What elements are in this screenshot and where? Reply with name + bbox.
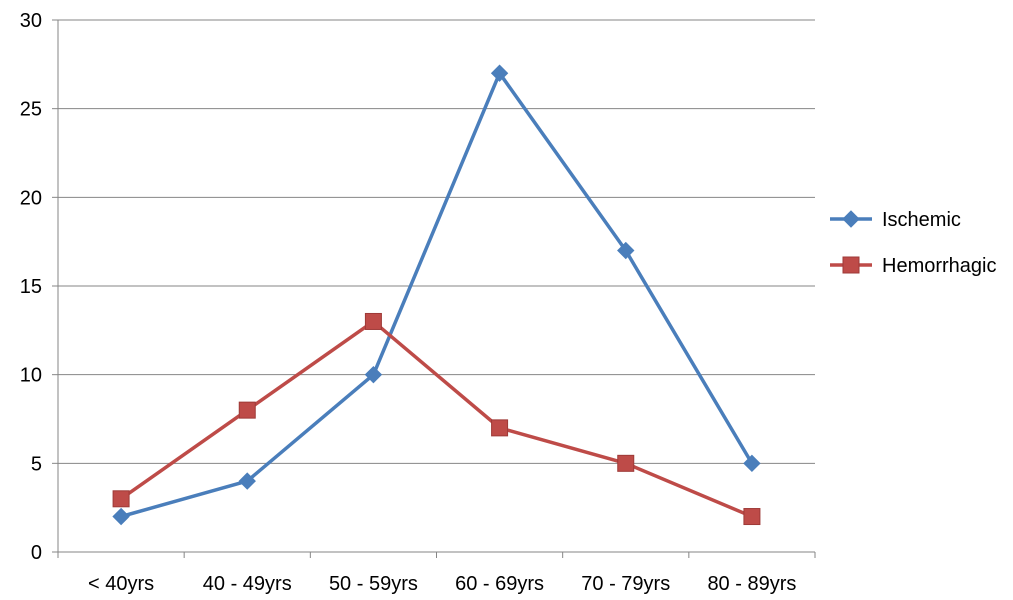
- x-tick-label: 40 - 49yrs: [203, 573, 292, 595]
- data-point: [238, 401, 256, 419]
- x-tick-label: 80 - 89yrs: [707, 573, 796, 595]
- data-point: [743, 508, 761, 526]
- y-axis-ticks: 0 5 10 15 20 25 30: [20, 10, 58, 564]
- y-tick-label: 0: [31, 542, 42, 564]
- data-point: [238, 472, 256, 490]
- legend: Ischemic Hemorrhagic: [830, 209, 996, 277]
- legend-marker: [842, 210, 860, 228]
- x-axis-ticks: < 40yrs 40 - 49yrs 50 - 59yrs 60 - 69yrs 70 …: [57, 552, 816, 595]
- legend-label: Hemorrhagic: [882, 255, 996, 277]
- data-point: [491, 419, 509, 437]
- legend-marker: [842, 256, 860, 274]
- series-hemorrhagic: [112, 312, 761, 526]
- data-point: [490, 64, 509, 82]
- gridlines: [58, 19, 815, 464]
- data-point: [364, 312, 382, 330]
- x-tick-label: 50 - 59yrs: [329, 573, 418, 595]
- series-layer: [112, 64, 761, 526]
- legend-label: Ischemic: [882, 209, 961, 231]
- series-ischemic: [112, 64, 761, 526]
- data-point: [617, 241, 635, 260]
- y-tick-label: 10: [20, 365, 42, 387]
- x-tick-label: 60 - 69yrs: [455, 573, 544, 595]
- y-tick-label: 30: [20, 10, 42, 32]
- series-line: [120, 71, 754, 519]
- legend-item-hemorrhagic: Hemorrhagic: [830, 255, 996, 277]
- data-point: [364, 365, 383, 384]
- x-tick-label: < 40yrs: [88, 573, 154, 595]
- y-tick-label: 15: [20, 276, 42, 298]
- series-line: [120, 319, 753, 519]
- data-point: [743, 454, 761, 473]
- x-tick-label: 70 - 79yrs: [581, 573, 670, 595]
- y-tick-label: 20: [20, 187, 42, 209]
- data-point: [112, 490, 130, 508]
- y-tick-label: 5: [31, 453, 42, 475]
- legend-item-ischemic: Ischemic: [830, 209, 961, 231]
- data-point: [112, 507, 130, 526]
- y-tick-label: 25: [20, 99, 42, 121]
- data-point: [617, 454, 635, 472]
